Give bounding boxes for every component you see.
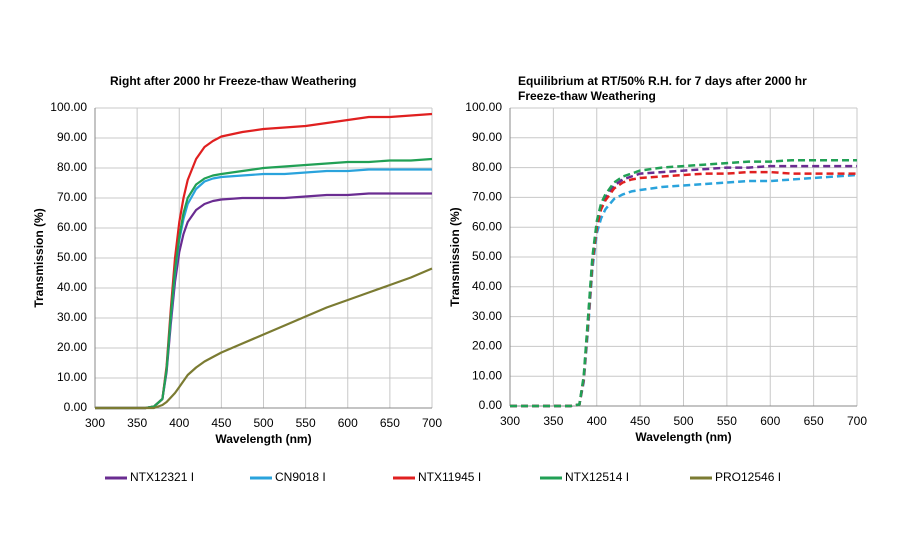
legend-label: NTX11945 I	[418, 470, 481, 484]
x-tick-label: 350	[543, 414, 563, 428]
legend-label: PRO12546 I	[715, 470, 781, 484]
chart-title: Equilibrium at RT/50% R.H. for 7 days af…	[518, 74, 807, 103]
legend-label: CN9018 I	[275, 470, 326, 484]
legend-label: NTX12321 I	[130, 470, 194, 484]
data-line	[510, 158, 857, 408]
x-tick-label: 400	[169, 416, 189, 430]
x-tick-label: 300	[500, 414, 520, 428]
y-axis-label: Transmission (%)	[448, 207, 462, 306]
data-line	[510, 164, 857, 408]
y-tick-label: 40.00	[57, 280, 87, 294]
x-axis-label: Wavelength (nm)	[635, 430, 731, 444]
x-tick-label: 500	[673, 414, 693, 428]
y-tick-label: 30.00	[472, 309, 502, 323]
x-tick-label: 300	[85, 416, 105, 430]
y-tick-label: 0.00	[479, 398, 503, 412]
y-tick-label: 50.00	[472, 249, 502, 263]
x-tick-label: 550	[717, 414, 737, 428]
x-tick-label: 550	[296, 416, 316, 430]
x-tick-label: 500	[253, 416, 273, 430]
y-tick-label: 100.00	[50, 100, 87, 114]
data-line	[95, 267, 433, 410]
y-tick-label: 70.00	[57, 190, 87, 204]
data-line	[95, 157, 433, 410]
y-tick-label: 10.00	[57, 370, 87, 384]
y-tick-label: 80.00	[57, 160, 87, 174]
y-axis-label: Transmission (%)	[32, 208, 46, 307]
y-tick-label: 90.00	[57, 130, 87, 144]
data-line	[510, 170, 857, 408]
x-axis-label: Wavelength (nm)	[215, 432, 311, 446]
x-tick-label: 650	[804, 414, 824, 428]
y-tick-label: 90.00	[472, 130, 502, 144]
y-tick-label: 60.00	[57, 220, 87, 234]
x-tick-label: 700	[847, 414, 867, 428]
y-tick-label: 70.00	[472, 190, 502, 204]
x-tick-label: 350	[127, 416, 147, 430]
y-tick-label: 0.00	[64, 400, 88, 414]
y-tick-label: 60.00	[472, 219, 502, 233]
legend-label: NTX12514 I	[565, 470, 629, 484]
y-tick-label: 100.00	[465, 100, 502, 114]
x-tick-label: 600	[760, 414, 780, 428]
y-tick-label: 10.00	[472, 368, 502, 382]
y-tick-label: 30.00	[57, 310, 87, 324]
y-tick-label: 80.00	[472, 160, 502, 174]
x-tick-label: 400	[587, 414, 607, 428]
y-tick-label: 40.00	[472, 279, 502, 293]
chart-title: Right after 2000 hr Freeze-thaw Weatheri…	[110, 74, 357, 88]
data-line	[510, 173, 858, 408]
x-tick-label: 700	[422, 416, 442, 430]
x-tick-label: 450	[630, 414, 650, 428]
y-tick-label: 50.00	[57, 250, 87, 264]
y-tick-label: 20.00	[472, 339, 502, 353]
x-tick-label: 450	[211, 416, 231, 430]
y-tick-label: 20.00	[57, 340, 87, 354]
x-tick-label: 600	[338, 416, 358, 430]
x-tick-label: 650	[380, 416, 400, 430]
